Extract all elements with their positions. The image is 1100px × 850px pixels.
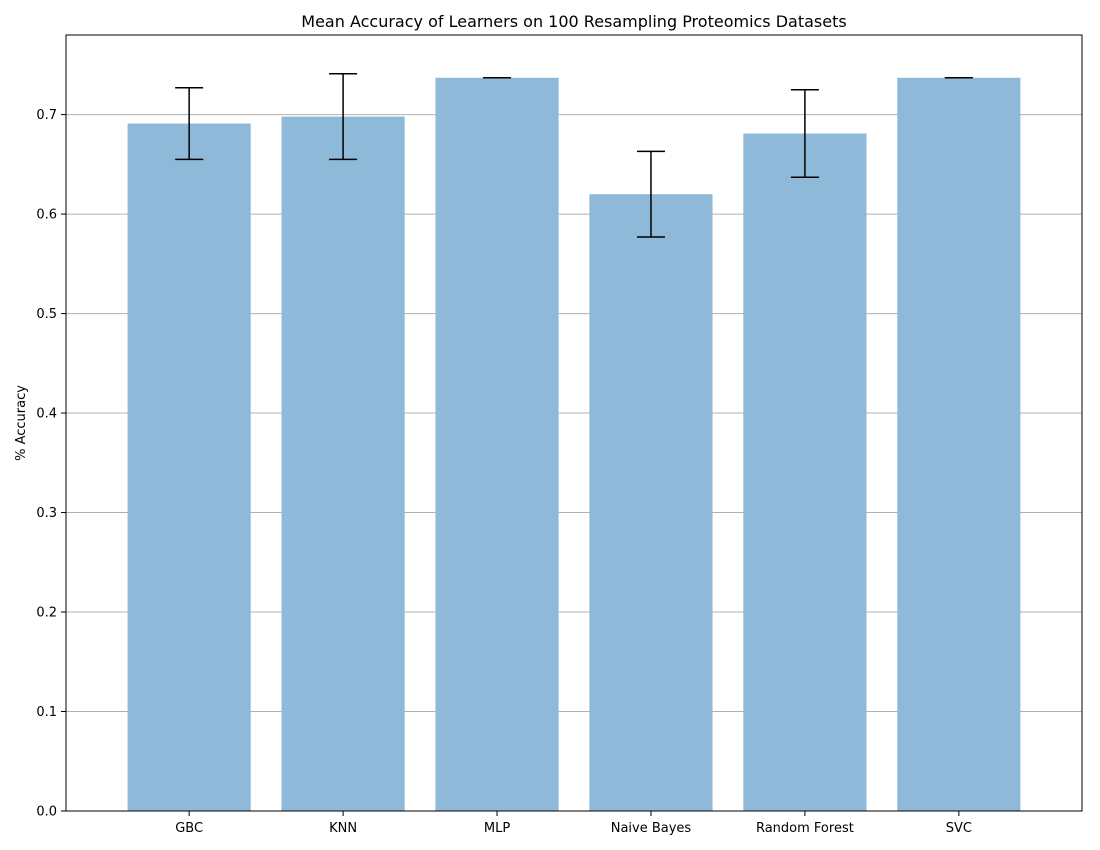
y-tick-label: 0.7: [36, 108, 57, 123]
bars: [127, 77, 1021, 812]
y-tick-label: 0.6: [36, 208, 57, 223]
chart-title: Mean Accuracy of Learners on 100 Resampl…: [301, 12, 846, 31]
x-tick-label: Random Forest: [756, 821, 854, 836]
bar: [127, 123, 251, 812]
y-tick-label: 0.0: [36, 805, 57, 820]
y-tick-label: 0.2: [36, 606, 57, 621]
y-tick-label: 0.1: [36, 705, 57, 720]
x-tick-label: MLP: [484, 821, 510, 836]
y-tick-label: 0.3: [36, 506, 57, 521]
plot-frame: [65, 34, 1083, 812]
bar: [435, 77, 559, 812]
x-tick-label: KNN: [329, 821, 357, 836]
x-tick-label: SVC: [946, 821, 972, 836]
bar: [589, 194, 713, 811]
y-tick-label: 0.4: [36, 407, 57, 422]
x-tick-label: Naive Bayes: [611, 821, 692, 836]
axis-ticks: 0.0 0.1 0.2 0.3 0.4 0.5 0.6 0.7 GBC KNN MLP Naive B…: [36, 108, 972, 836]
x-tick-label: GBC: [175, 821, 203, 836]
bar: [281, 116, 405, 812]
bar: [743, 133, 867, 811]
bar: [897, 77, 1021, 812]
y-axis-label: % Accuracy: [14, 385, 29, 461]
error-bars: [175, 73, 973, 238]
y-tick-label: 0.5: [36, 307, 57, 322]
